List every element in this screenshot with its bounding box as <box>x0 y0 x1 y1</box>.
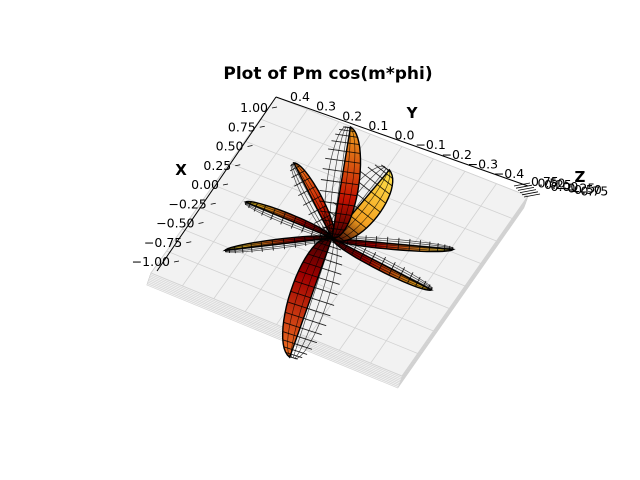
surface-mesh-spoke <box>244 202 333 239</box>
chart-title: Plot of Pm cos(m*phi) <box>223 64 432 84</box>
z-tick-label: 0.00 <box>551 179 579 194</box>
surface-mesh-spoke <box>292 163 333 239</box>
z-tick-label: −0.25 <box>557 180 595 195</box>
x-tick-mark <box>259 125 265 128</box>
y-tick-label: 0.4 <box>290 89 310 104</box>
y-tick-label: 0.1 <box>368 118 388 133</box>
surface-mesh-spoke <box>245 202 333 239</box>
surface-mesh-spoke <box>331 238 432 291</box>
x-tick-label: 0.50 <box>216 139 244 154</box>
surface-mesh-spoke <box>225 237 332 252</box>
z-tick-label: 0.50 <box>538 176 566 191</box>
surface-mesh-spoke <box>331 126 351 239</box>
x-tick-mark <box>210 202 216 205</box>
x-tick-label: 0.25 <box>203 158 231 173</box>
grid-line-y <box>401 195 529 377</box>
surface-lobe <box>330 237 456 253</box>
z-tick-label: 0.75 <box>531 174 559 189</box>
z-tick-mark <box>523 193 541 198</box>
grid-line-y <box>338 171 466 351</box>
x-tick-mark <box>271 106 278 109</box>
surface-mesh-spoke <box>225 237 333 253</box>
y-axis-label: Y <box>406 104 419 122</box>
z-tick-label: 0.25 <box>544 177 572 192</box>
surface-mesh-spoke <box>324 126 346 239</box>
x-axis-label: X <box>175 161 187 179</box>
y-tick-label: −0.4 <box>494 166 524 181</box>
x-axis-line <box>156 96 277 272</box>
surface-mesh-spoke <box>287 237 333 358</box>
z-tick-mark <box>515 184 533 189</box>
surface-mesh-spoke <box>290 163 333 239</box>
x-tick-label: 0.00 <box>191 177 219 192</box>
surface-mesh-spoke <box>292 237 333 359</box>
surface-mesh-spoke <box>224 236 333 251</box>
grid-line-y <box>182 109 308 287</box>
grid-line-y <box>370 183 497 364</box>
surface-mesh-spoke <box>225 237 333 252</box>
surface-mesh-spoke <box>293 237 334 359</box>
z-tick-mark <box>521 191 539 196</box>
tick-labels: 1.000.750.500.250.00−0.25−0.50−0.75−1.00… <box>132 89 609 269</box>
x-tick-label: −1.00 <box>132 254 170 269</box>
z-tick-mark <box>517 187 535 191</box>
x-tick-label: 0.75 <box>228 119 256 134</box>
x-tick-label: −0.25 <box>168 196 206 211</box>
surface-mesh-spoke <box>290 237 333 359</box>
surface-mesh-spoke <box>294 237 338 360</box>
surface-mesh-spoke <box>329 126 347 239</box>
surface-mesh-spoke <box>331 169 391 240</box>
z-axis-label: Z <box>575 168 586 186</box>
x-tick-mark <box>235 164 241 167</box>
x-tick-label: −0.50 <box>156 216 194 231</box>
surface-mesh-spoke <box>331 237 433 290</box>
surface-mesh-spoke <box>331 126 356 239</box>
y-tick-label: −0.1 <box>415 137 445 152</box>
surface-mesh-spoke <box>244 203 333 239</box>
x-tick-mark <box>198 222 204 224</box>
surface-mesh-spoke <box>331 126 348 239</box>
x-tick-label: −0.75 <box>144 235 182 250</box>
grid-line-y <box>150 96 277 274</box>
grid-line-y <box>307 158 434 338</box>
y-tick-label: 0.0 <box>395 128 415 143</box>
surface-mesh-spoke <box>245 202 333 239</box>
y-tick-label: 0.2 <box>342 108 362 123</box>
y-tick-label: −0.2 <box>442 147 472 162</box>
x-tick-mark <box>186 241 192 244</box>
surface-plot <box>222 125 456 360</box>
z-tick-mark <box>513 182 531 187</box>
x-tick-label: 1.00 <box>240 100 268 115</box>
x-tick-mark <box>222 183 229 186</box>
x-tick-mark <box>173 260 180 263</box>
y-axis-line <box>275 96 529 187</box>
y-tick-label: 0.3 <box>316 99 336 114</box>
x-tick-mark <box>247 145 253 147</box>
z-tick-label: −0.75 <box>570 184 608 199</box>
z-tick-label: −0.50 <box>564 182 602 197</box>
y-tick-label: −0.3 <box>468 156 498 171</box>
z-tick-mark <box>519 189 537 193</box>
